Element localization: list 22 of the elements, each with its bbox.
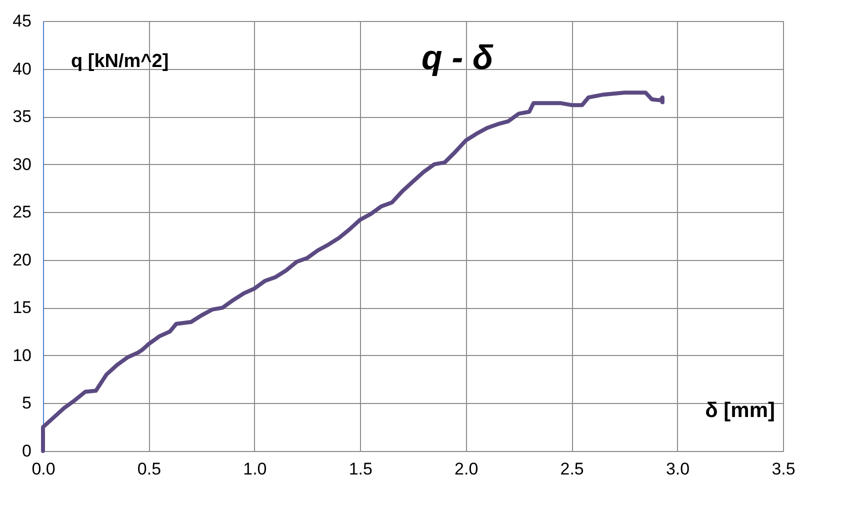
y-tick-label: 35 [12,107,32,126]
x-tick-label: 0.0 [32,460,56,478]
x-tick-label: 0.5 [137,460,162,478]
y-tick-label: 15 [12,298,32,318]
x-tick-label: 1.0 [243,460,267,478]
x-tick-label: 2.0 [454,460,478,478]
x-tick-label: 3.5 [772,460,796,478]
line-series [41,90,664,453]
text: q - δ [422,39,494,77]
y-tick-label: 0 [22,442,32,460]
x-axis-title: δ [mm] [705,399,775,422]
y-tick-label: 45 [12,12,32,30]
x-tick-label: 3.0 [666,460,690,478]
y-axis-title: q [kN/m^2] [71,51,169,72]
x-tick-label: 1.5 [348,460,372,478]
y-tick-label: 20 [12,250,32,270]
y-tick-label: 30 [12,154,32,174]
y-tick-label: 40 [12,59,32,78]
y-tick-label: 10 [12,346,32,365]
y-tick-label: 25 [12,202,32,222]
x-tick-label: 2.5 [560,460,584,478]
y-tick-label: 5 [22,394,32,413]
